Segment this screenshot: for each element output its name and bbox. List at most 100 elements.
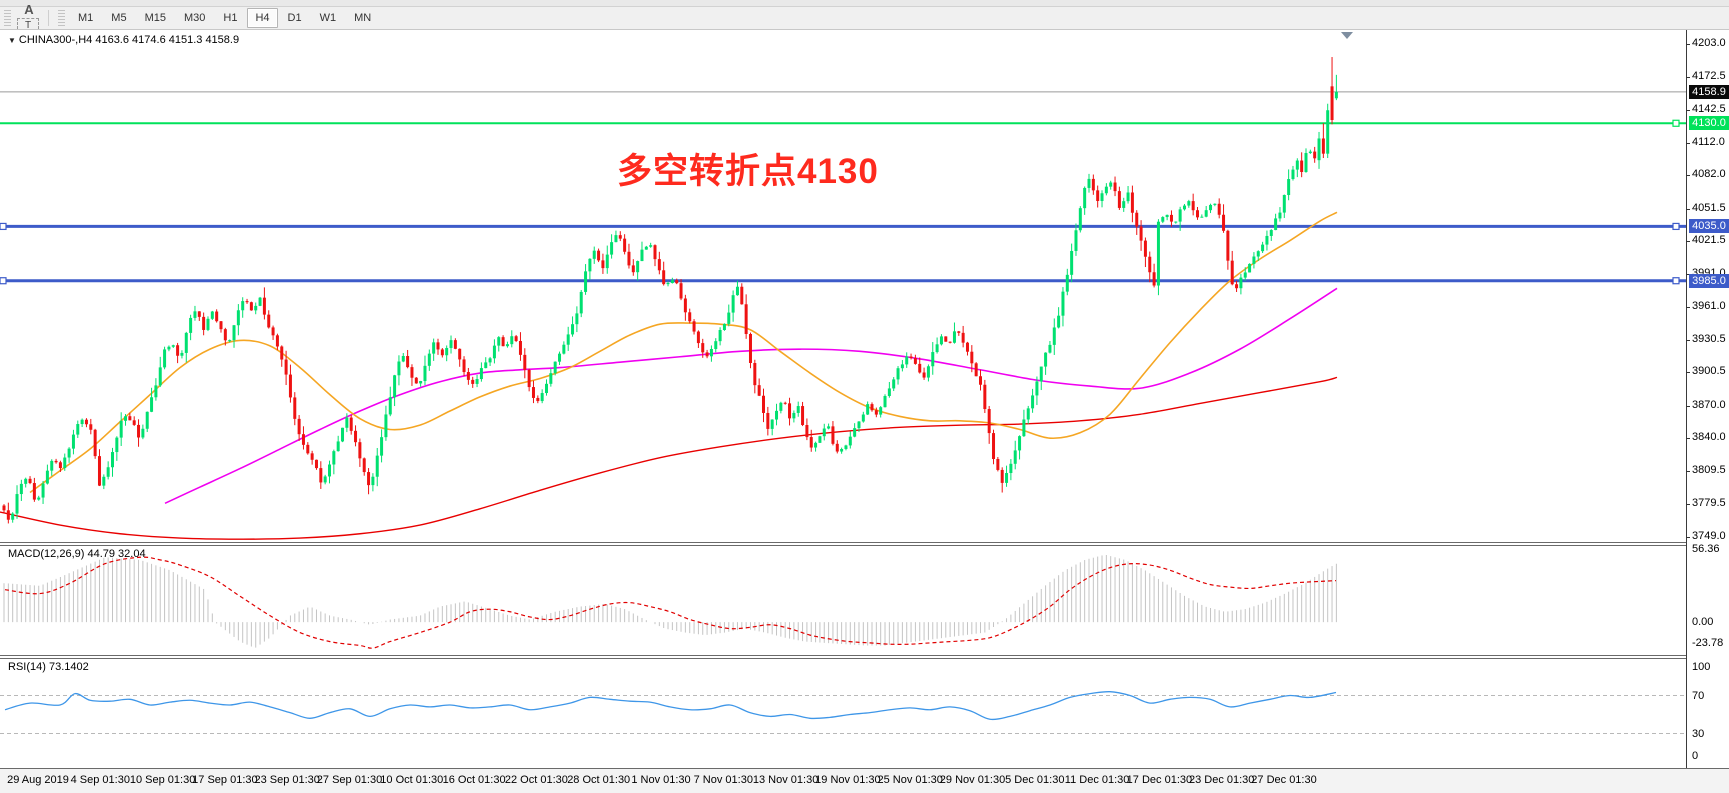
rsi-line: [4, 691, 1337, 721]
time-label: 23 Sep 01:30: [254, 774, 320, 786]
time-label: 4 Sep 01:30: [70, 774, 130, 786]
price-badge-4035.0: 4035.0: [1689, 219, 1729, 234]
time-label: 17 Dec 01:30: [1126, 774, 1193, 786]
timeframe-button-d1[interactable]: D1: [287, 12, 302, 24]
scroll-anchor-icon[interactable]: [1341, 32, 1353, 39]
price-tick: [1686, 372, 1690, 374]
ma-fast-orange: [29, 211, 1338, 494]
rsi-axis-label: 100: [1692, 661, 1711, 673]
time-label: 19 Nov 01:30: [815, 774, 881, 786]
hline-handle[interactable]: [1672, 222, 1680, 231]
time-label: 7 Nov 01:30: [693, 774, 753, 786]
price-tick-label: 3870.0: [1692, 398, 1726, 411]
time-label: 28 Oct 01:30: [567, 774, 631, 786]
main-chart-pane[interactable]: [0, 30, 1686, 542]
pane-divider[interactable]: [0, 655, 1729, 656]
price-tick-label: 4172.5: [1692, 70, 1726, 83]
time-label: 16 Oct 01:30: [442, 774, 506, 786]
pane-divider[interactable]: [0, 658, 1729, 659]
time-label: 10 Sep 01:30: [129, 774, 196, 786]
price-tick: [1686, 44, 1690, 45]
price-tick: [1686, 306, 1690, 308]
timeframe-button-m15[interactable]: M15: [144, 12, 166, 24]
price-tick-label: 4051.5: [1692, 201, 1726, 214]
macd-axis-label: 56.36: [1692, 543, 1720, 555]
price-tick: [1686, 537, 1690, 538]
time-label: 27 Sep 01:30: [316, 774, 383, 786]
macd-canvas: [3, 555, 1337, 649]
time-label: 22 Oct 01:30: [504, 774, 568, 786]
price-tick: [1686, 274, 1690, 276]
rsi-pane[interactable]: [0, 659, 1686, 768]
toolbar-separator: [48, 10, 49, 26]
price-tick: [1686, 405, 1690, 407]
price-tick: [1686, 77, 1690, 79]
time-label: 10 Oct 01:30: [380, 774, 444, 786]
price-tick-label: 4203.0: [1692, 37, 1726, 49]
ma-mid-magenta: [164, 287, 1338, 505]
price-tick: [1686, 241, 1690, 243]
price-tick: [1686, 339, 1690, 341]
time-label: 13 Nov 01:30: [752, 774, 819, 786]
pane-divider[interactable]: [0, 545, 1729, 546]
time-label: 1 Nov 01:30: [631, 774, 691, 786]
time-axis[interactable]: 29 Aug 2019 4 Sep 01:30 10 Sep 01:30 17 Sep…: [0, 769, 1729, 793]
price-tick-label: 3900.5: [1692, 365, 1726, 378]
timeframe-button-m1[interactable]: M1: [78, 12, 94, 24]
chart-annotation-text[interactable]: 多空转折点4130: [617, 152, 879, 191]
symbol-ohlc-text: CHINA300-,H4 4163.6 4174.6 4151.3 4158.9: [18, 34, 240, 46]
hline-handle[interactable]: [1672, 119, 1680, 127]
time-label: 25 Nov 01:30: [877, 774, 943, 786]
price-tick: [1686, 471, 1690, 473]
price-tick-label: 4082.0: [1692, 168, 1726, 181]
time-axis-border: [0, 768, 1729, 769]
price-tick: [1686, 503, 1690, 505]
price-tick-label: 4021.5: [1692, 234, 1726, 247]
hline-handle[interactable]: [0, 277, 7, 285]
timeframe-button-m5[interactable]: M5: [111, 12, 127, 24]
price-tick-label: 3930.5: [1692, 332, 1726, 345]
price-tick-label: 3749.0: [1692, 530, 1726, 542]
price-axis[interactable]: 4203.0 4172.5 4142.5 4112.0 4082.0 4051.5 4021…: [1686, 30, 1729, 768]
text-label-icon[interactable]: A: [24, 1, 34, 17]
chart-symbol-header: ▼ CHINA300-,H4 4163.6 4174.6 4151.3 4158.…: [8, 34, 239, 46]
candlesticks: [2, 57, 1338, 524]
rsi-axis-label: 0: [1692, 750, 1699, 762]
time-label: 5 Dec 01:30: [1005, 774, 1065, 786]
time-label: 17 Sep 01:30: [192, 774, 258, 786]
ma-slow-red: [0, 376, 1338, 540]
price-tick-label: 3809.5: [1692, 464, 1726, 477]
toolbar-grip[interactable]: [4, 10, 11, 26]
hline-handle[interactable]: [1672, 277, 1680, 285]
price-tick: [1686, 142, 1690, 144]
pane-divider[interactable]: [0, 542, 1729, 543]
timeframe-grip[interactable]: [58, 10, 65, 26]
window-top-strip: [0, 0, 1729, 7]
rsi-label: RSI(14) 73.1402: [8, 661, 89, 673]
symbol-dropdown-icon[interactable]: ▼: [8, 36, 16, 45]
price-tick-label: 3961.0: [1692, 299, 1726, 312]
timeframe-button-h1[interactable]: H1: [223, 12, 238, 24]
price-tick: [1686, 175, 1690, 177]
price-tick-label: 4142.5: [1692, 102, 1726, 115]
timeframe-button-h4[interactable]: H4: [247, 8, 278, 28]
time-label: 29 Nov 01:30: [939, 774, 1006, 786]
macd-pane[interactable]: [0, 546, 1686, 655]
macd-label: MACD(12,26,9) 44.79 32.04: [8, 548, 146, 560]
price-badge-4130.0: 4130.0: [1689, 116, 1729, 131]
price-axis-border: [1686, 30, 1687, 768]
price-tick-label: 4112.0: [1692, 135, 1725, 148]
price-tick: [1686, 208, 1690, 210]
price-tick: [1686, 438, 1690, 440]
price-badge-4158.9: 4158.9: [1689, 84, 1729, 99]
main-chart-canvas: [0, 57, 1686, 540]
rsi-axis-label: 30: [1692, 727, 1705, 740]
timeframe-button-w1[interactable]: W1: [319, 12, 337, 24]
timeframe-button-mn[interactable]: MN: [354, 12, 372, 24]
timeframe-button-m30[interactable]: M30: [183, 12, 206, 24]
hline-handle[interactable]: [0, 222, 7, 231]
price-tick-label: 3779.5: [1692, 496, 1726, 509]
price-badge-3985.0: 3985.0: [1689, 273, 1729, 288]
